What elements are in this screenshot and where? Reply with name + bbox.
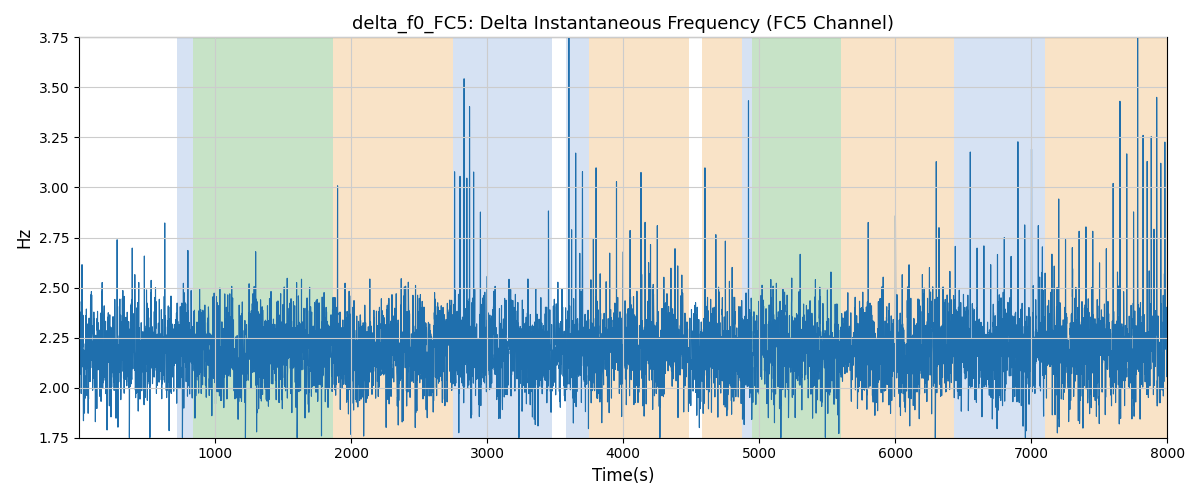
Bar: [566, 38, 589, 438]
Bar: [193, 38, 334, 438]
Bar: [752, 38, 841, 438]
Bar: [954, 38, 1045, 438]
Bar: [841, 38, 954, 438]
Bar: [454, 38, 552, 438]
Title: delta_f0_FC5: Delta Instantaneous Frequency (FC5 Channel): delta_f0_FC5: Delta Instantaneous Freque…: [353, 15, 894, 34]
X-axis label: Time(s): Time(s): [592, 467, 654, 485]
Bar: [742, 38, 752, 438]
Bar: [176, 38, 193, 438]
Bar: [702, 38, 742, 438]
Bar: [589, 38, 689, 438]
Bar: [1045, 38, 1168, 438]
Bar: [334, 38, 454, 438]
Y-axis label: Hz: Hz: [14, 227, 32, 248]
